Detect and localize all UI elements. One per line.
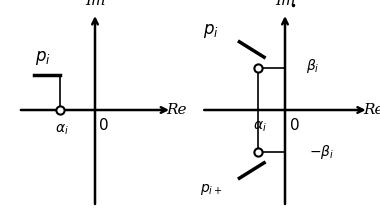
Text: $0$: $0$ (98, 117, 109, 133)
Text: $-\beta_i$: $-\beta_i$ (309, 143, 334, 161)
Text: $p_i$: $p_i$ (203, 22, 219, 40)
Text: Im: Im (275, 0, 295, 8)
Text: $\alpha_i$: $\alpha_i$ (253, 119, 267, 134)
Text: $\beta_i$: $\beta_i$ (306, 57, 320, 75)
Point (255, 66, 261, 70)
Text: $p_i$: $p_i$ (35, 49, 51, 67)
Point (255, 150, 261, 154)
Point (57, 108, 63, 112)
Text: Re: Re (363, 103, 380, 117)
Text: $p_{i+}$: $p_{i+}$ (200, 182, 222, 197)
Text: $\alpha_i$: $\alpha_i$ (55, 123, 69, 137)
Text: $0$: $0$ (289, 117, 300, 133)
Text: Im: Im (85, 0, 105, 8)
Text: Re: Re (166, 103, 187, 117)
